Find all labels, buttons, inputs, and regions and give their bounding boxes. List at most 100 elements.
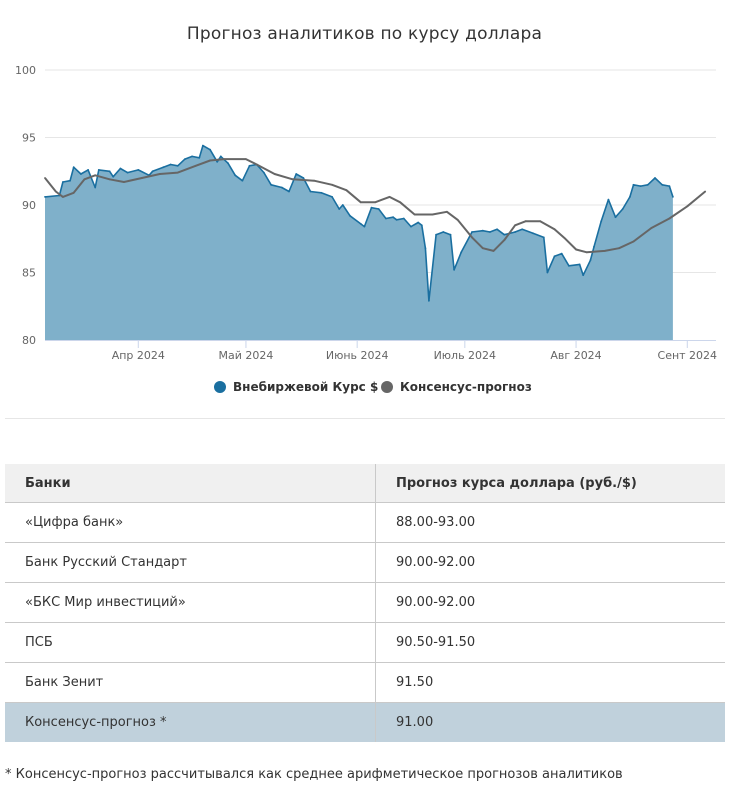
data-point-konsensus bbox=[632, 240, 635, 243]
data-point-vnebirzhevoy bbox=[280, 186, 283, 189]
data-point-vnebirzhevoy bbox=[62, 181, 64, 183]
table-row: ПСБ 90.50-91.50 bbox=[5, 622, 725, 663]
x-tick-label: Май 2024 bbox=[219, 349, 274, 362]
data-point-vnebirzhevoy bbox=[80, 173, 82, 175]
data-point-vnebirzhevoy bbox=[395, 218, 398, 221]
section-divider bbox=[5, 418, 725, 419]
data-point-vnebirzhevoy bbox=[176, 164, 179, 167]
bank-name: «Цифра банк» bbox=[5, 502, 376, 543]
legend-label: Консенсус-прогноз bbox=[400, 380, 532, 394]
data-point-konsensus bbox=[72, 191, 75, 194]
data-point-vnebirzhevoy bbox=[600, 220, 603, 223]
forecast-value: 91.00 bbox=[375, 702, 725, 742]
data-point-konsensus bbox=[564, 237, 567, 240]
data-point-vnebirzhevoy bbox=[359, 223, 362, 225]
data-point-vnebirzhevoy bbox=[126, 171, 129, 174]
data-point-konsensus bbox=[176, 171, 179, 174]
legend-marker-icon bbox=[214, 381, 226, 393]
data-point-vnebirzhevoy bbox=[593, 245, 595, 248]
data-point-vnebirzhevoy bbox=[560, 252, 563, 255]
data-point-vnebirzhevoy bbox=[646, 183, 649, 186]
data-point-konsensus bbox=[503, 239, 506, 242]
data-point-vnebirzhevoy bbox=[349, 214, 351, 217]
data-point-vnebirzhevoy bbox=[341, 204, 344, 206]
data-point-vnebirzhevoy bbox=[568, 264, 570, 267]
data-point-konsensus bbox=[331, 183, 333, 186]
data-point-vnebirzhevoy bbox=[428, 299, 430, 302]
data-point-konsensus bbox=[62, 196, 64, 198]
data-point-vnebirzhevoy bbox=[320, 191, 323, 194]
data-point-konsensus bbox=[313, 179, 315, 182]
data-point-vnebirzhevoy bbox=[69, 179, 71, 182]
data-point-konsensus bbox=[374, 201, 376, 204]
table-row: Банк Зенит 91.50 bbox=[5, 662, 725, 703]
data-point-vnebirzhevoy bbox=[614, 216, 617, 219]
data-point-vnebirzhevoy bbox=[137, 169, 140, 171]
chart-title: Прогноз аналитиков по курсу доллара bbox=[186, 24, 543, 44]
data-point-vnebirzhevoy bbox=[514, 231, 516, 233]
data-point-konsensus bbox=[618, 247, 620, 250]
chart-container: Прогноз аналитиков по курсу доллара 80 85… bbox=[15, 24, 718, 394]
data-point-konsensus bbox=[345, 189, 348, 192]
legend-label: Внебиржевой Курс $ bbox=[233, 380, 378, 394]
x-tick-label: Сент 2024 bbox=[658, 349, 718, 362]
data-point-vnebirzhevoy bbox=[219, 155, 222, 158]
forecast-value: 90.00-92.00 bbox=[375, 542, 725, 583]
data-point-vnebirzhevoy bbox=[417, 221, 420, 224]
forecast-value: 90.50-91.50 bbox=[375, 622, 725, 663]
data-point-vnebirzhevoy bbox=[72, 166, 75, 169]
series-group bbox=[44, 144, 707, 340]
data-point-vnebirzhevoy bbox=[288, 190, 290, 193]
data-point-vnebirzhevoy bbox=[198, 156, 201, 159]
data-point-vnebirzhevoy bbox=[295, 173, 298, 175]
data-point-vnebirzhevoy bbox=[621, 208, 624, 210]
header-forecast: Прогноз курса доллара (руб./$) bbox=[375, 464, 725, 503]
data-point-konsensus bbox=[481, 247, 484, 250]
data-point-vnebirzhevoy bbox=[553, 255, 556, 258]
data-point-vnebirzhevoy bbox=[392, 216, 394, 219]
data-point-vnebirzhevoy bbox=[248, 164, 251, 167]
data-point-vnebirzhevoy bbox=[263, 171, 265, 174]
legend-item-vnebirzhevoy[interactable]: Внебиржевой Курс $ bbox=[214, 380, 378, 394]
data-point-vnebirzhevoy bbox=[94, 186, 97, 189]
data-point-vnebirzhevoy bbox=[607, 198, 610, 201]
data-point-vnebirzhevoy bbox=[632, 183, 635, 186]
data-point-konsensus bbox=[141, 177, 143, 179]
data-point-konsensus bbox=[399, 201, 402, 204]
data-point-vnebirzhevoy bbox=[97, 169, 100, 171]
data-point-vnebirzhevoy bbox=[471, 231, 473, 233]
data-point-konsensus bbox=[359, 201, 362, 204]
data-point-konsensus bbox=[44, 177, 46, 179]
data-point-vnebirzhevoy bbox=[87, 169, 89, 171]
data-point-vnebirzhevoy bbox=[481, 229, 484, 232]
data-point-vnebirzhevoy bbox=[363, 225, 366, 228]
legend[interactable]: Внебиржевой Курс $ Консенсус-прогноз bbox=[214, 380, 532, 394]
data-point-vnebirzhevoy bbox=[241, 179, 244, 182]
data-point-konsensus bbox=[223, 158, 226, 161]
data-point-vnebirzhevoy bbox=[270, 183, 272, 186]
data-point-konsensus bbox=[668, 217, 671, 220]
data-point-konsensus bbox=[194, 164, 197, 167]
data-point-konsensus bbox=[585, 251, 588, 254]
data-point-konsensus bbox=[273, 173, 276, 175]
data-point-konsensus bbox=[158, 173, 161, 175]
data-point-vnebirzhevoy bbox=[302, 177, 305, 179]
footnote: * Консенсус-прогноз рассчитывался как ср… bbox=[5, 767, 623, 782]
data-point-vnebirzhevoy bbox=[668, 185, 671, 188]
data-point-vnebirzhevoy bbox=[442, 231, 445, 233]
data-point-konsensus bbox=[291, 178, 294, 181]
data-point-vnebirzhevoy bbox=[639, 185, 642, 188]
data-point-konsensus bbox=[54, 190, 57, 193]
data-point-vnebirzhevoy bbox=[453, 268, 455, 271]
data-point-vnebirzhevoy bbox=[420, 224, 423, 227]
header-banks: Банки bbox=[5, 464, 376, 503]
data-point-vnebirzhevoy bbox=[503, 233, 506, 236]
data-point-konsensus bbox=[209, 159, 212, 162]
data-point-vnebirzhevoy bbox=[234, 174, 237, 177]
data-point-konsensus bbox=[388, 196, 391, 198]
data-point-vnebirzhevoy bbox=[578, 263, 581, 266]
data-point-vnebirzhevoy bbox=[370, 206, 373, 209]
legend-item-konsensus[interactable]: Консенсус-прогноз bbox=[381, 380, 532, 394]
x-tick-label: Апр 2024 bbox=[112, 349, 165, 362]
data-point-konsensus bbox=[431, 213, 434, 216]
